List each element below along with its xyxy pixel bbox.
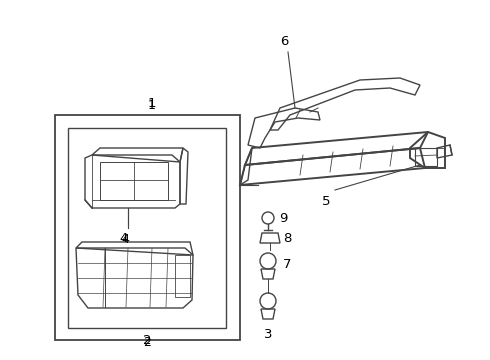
- Text: 1: 1: [148, 99, 156, 112]
- Text: 9: 9: [279, 212, 287, 225]
- Text: 7: 7: [283, 258, 292, 271]
- Text: 2: 2: [143, 336, 151, 349]
- Bar: [175, 255, 190, 297]
- Text: 8: 8: [283, 231, 292, 244]
- Text: 4: 4: [120, 232, 128, 245]
- Text: 3: 3: [264, 328, 272, 341]
- Bar: [68, 128, 226, 328]
- Bar: [100, 162, 168, 200]
- Text: 2: 2: [143, 334, 151, 347]
- Text: 4: 4: [121, 233, 129, 246]
- Bar: [415, 148, 437, 166]
- Bar: [55, 115, 240, 340]
- Text: 1: 1: [148, 97, 156, 110]
- Text: 6: 6: [280, 35, 288, 48]
- Text: 5: 5: [321, 195, 330, 208]
